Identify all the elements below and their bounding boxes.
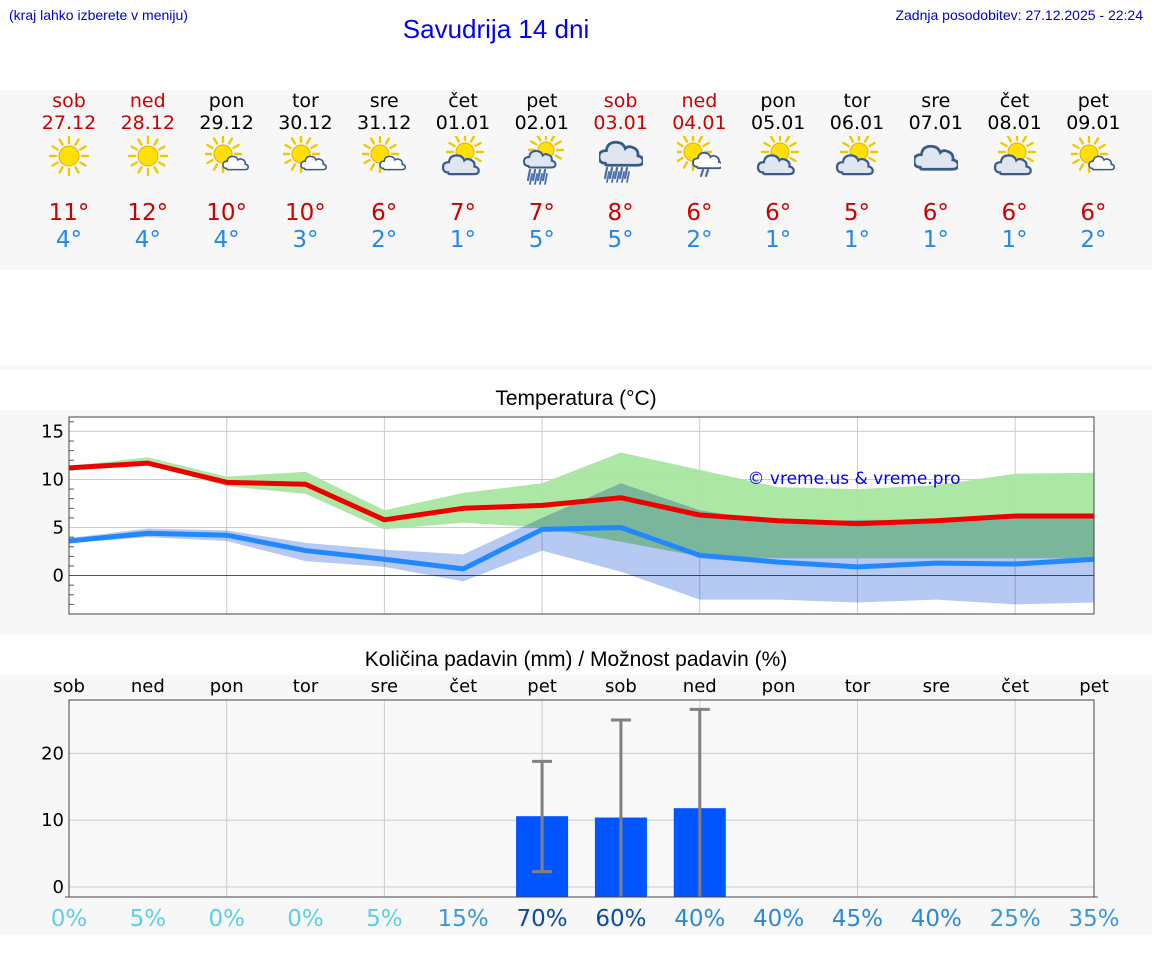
day-date: 29.12 bbox=[199, 112, 254, 134]
separator bbox=[0, 365, 1152, 370]
min-temperature: 5° bbox=[528, 227, 555, 253]
min-temperature: 1° bbox=[922, 227, 949, 253]
day-date: 07.01 bbox=[908, 112, 963, 134]
weather-icon bbox=[520, 131, 564, 185]
max-temperature: 11° bbox=[48, 200, 90, 226]
sun-small-cloud-icon bbox=[282, 134, 328, 174]
min-temperature: 1° bbox=[843, 227, 871, 253]
min-temperature: 2° bbox=[1080, 227, 1107, 253]
min-temperature: 4° bbox=[134, 227, 161, 253]
day-name: sre bbox=[921, 90, 951, 112]
sun-cloud-icon bbox=[835, 132, 879, 176]
day-date: 03.01 bbox=[593, 112, 648, 134]
day-name: ned bbox=[129, 90, 166, 112]
cloud-icon bbox=[912, 144, 960, 171]
weather-icon bbox=[282, 134, 328, 180]
day-date: 09.01 bbox=[1066, 112, 1121, 134]
day-date: 27.12 bbox=[41, 112, 97, 134]
page-title: Savudrija 14 dni bbox=[402, 14, 590, 44]
min-temperature: 1° bbox=[1001, 227, 1028, 253]
day-name: čet bbox=[999, 90, 1030, 112]
temperature-panel bbox=[0, 410, 1152, 635]
min-temperature: 2° bbox=[371, 227, 398, 253]
weather-icon bbox=[912, 136, 960, 180]
sun-cloud-rain-icon bbox=[522, 131, 564, 185]
sun-icon bbox=[48, 135, 90, 177]
daily-forecast-strip: sob 27.12 11° 4° ned 28.12 12° 4° pon 29.12 10° 4°… bbox=[0, 90, 1152, 270]
day-date: 28.12 bbox=[120, 112, 175, 134]
max-temperature: 6° bbox=[1001, 200, 1028, 226]
region-hint: (kraj lahko izberete v meniju) bbox=[9, 7, 188, 23]
cloud-rain-icon bbox=[597, 140, 645, 183]
max-temperature: 6° bbox=[1080, 200, 1107, 226]
day-name: pet bbox=[526, 90, 558, 112]
day-name: ned bbox=[681, 90, 718, 112]
day-name: tor bbox=[843, 90, 871, 112]
sun-cloud-icon bbox=[993, 132, 1036, 176]
day-date: 08.01 bbox=[987, 112, 1042, 134]
weather-icon bbox=[441, 132, 485, 180]
min-temperature: 4° bbox=[55, 227, 83, 253]
sun-small-cloud-icon bbox=[203, 134, 249, 174]
day-date: 05.01 bbox=[750, 112, 806, 134]
day-date: 01.01 bbox=[435, 112, 491, 134]
min-temperature: 1° bbox=[765, 227, 792, 253]
sun-small-cloud-icon bbox=[1070, 134, 1116, 174]
sun-cloud-icon bbox=[441, 132, 485, 176]
day-name: pon bbox=[760, 90, 797, 112]
day-name: sob bbox=[52, 90, 86, 112]
sun-cloud-icon bbox=[757, 132, 800, 176]
max-temperature: 6° bbox=[922, 200, 949, 226]
max-temperature: 10° bbox=[285, 200, 326, 226]
min-temperature: 1° bbox=[449, 227, 477, 253]
day-name: sob bbox=[603, 90, 638, 112]
day-name: pet bbox=[1077, 90, 1109, 112]
weather-icon bbox=[597, 136, 645, 183]
max-temperature: 12° bbox=[127, 200, 169, 226]
day-date: 30.12 bbox=[278, 112, 333, 134]
max-temperature: 6° bbox=[371, 200, 398, 226]
weather-icon bbox=[756, 132, 800, 180]
max-temperature: 5° bbox=[843, 200, 871, 226]
temperature-chart-title: Temperatura (°C) bbox=[495, 387, 657, 410]
day-name: tor bbox=[291, 90, 319, 112]
weather-icon bbox=[835, 132, 879, 180]
min-temperature: 5° bbox=[607, 227, 634, 253]
weather-icon bbox=[203, 134, 249, 180]
day-date: 04.01 bbox=[672, 112, 727, 134]
min-temperature: 4° bbox=[213, 227, 240, 253]
weather-icon bbox=[993, 132, 1037, 180]
day-name: pon bbox=[208, 90, 245, 112]
day-date: 31.12 bbox=[356, 112, 412, 134]
min-temperature: 2° bbox=[686, 227, 713, 253]
max-temperature: 10° bbox=[206, 200, 247, 226]
day-date: 02.01 bbox=[514, 112, 569, 134]
sun-icon bbox=[127, 135, 168, 177]
weather-icon bbox=[1070, 134, 1116, 180]
max-temperature: 6° bbox=[765, 200, 792, 226]
last-update: Zadnja posodobitev: 27.12.2025 - 22:24 bbox=[895, 7, 1143, 23]
weather-icon bbox=[47, 135, 91, 180]
max-temperature: 8° bbox=[607, 200, 634, 226]
precipitation-chart-title: Količina padavin (mm) / Možnost padavin … bbox=[364, 648, 788, 671]
sun-small-cloud-icon bbox=[360, 134, 407, 174]
day-name: sre bbox=[369, 90, 399, 112]
max-temperature: 6° bbox=[686, 200, 713, 226]
weather-icon bbox=[360, 134, 407, 180]
max-temperature: 7° bbox=[528, 200, 555, 226]
day-date: 06.01 bbox=[829, 112, 885, 134]
sun-cloud-light-rain-icon bbox=[674, 132, 724, 178]
weather-icon bbox=[126, 135, 170, 180]
day-name: čet bbox=[448, 90, 478, 112]
precipitation-panel bbox=[0, 675, 1152, 935]
weather-icon bbox=[674, 132, 724, 180]
min-temperature: 3° bbox=[292, 227, 319, 253]
max-temperature: 7° bbox=[449, 200, 477, 226]
